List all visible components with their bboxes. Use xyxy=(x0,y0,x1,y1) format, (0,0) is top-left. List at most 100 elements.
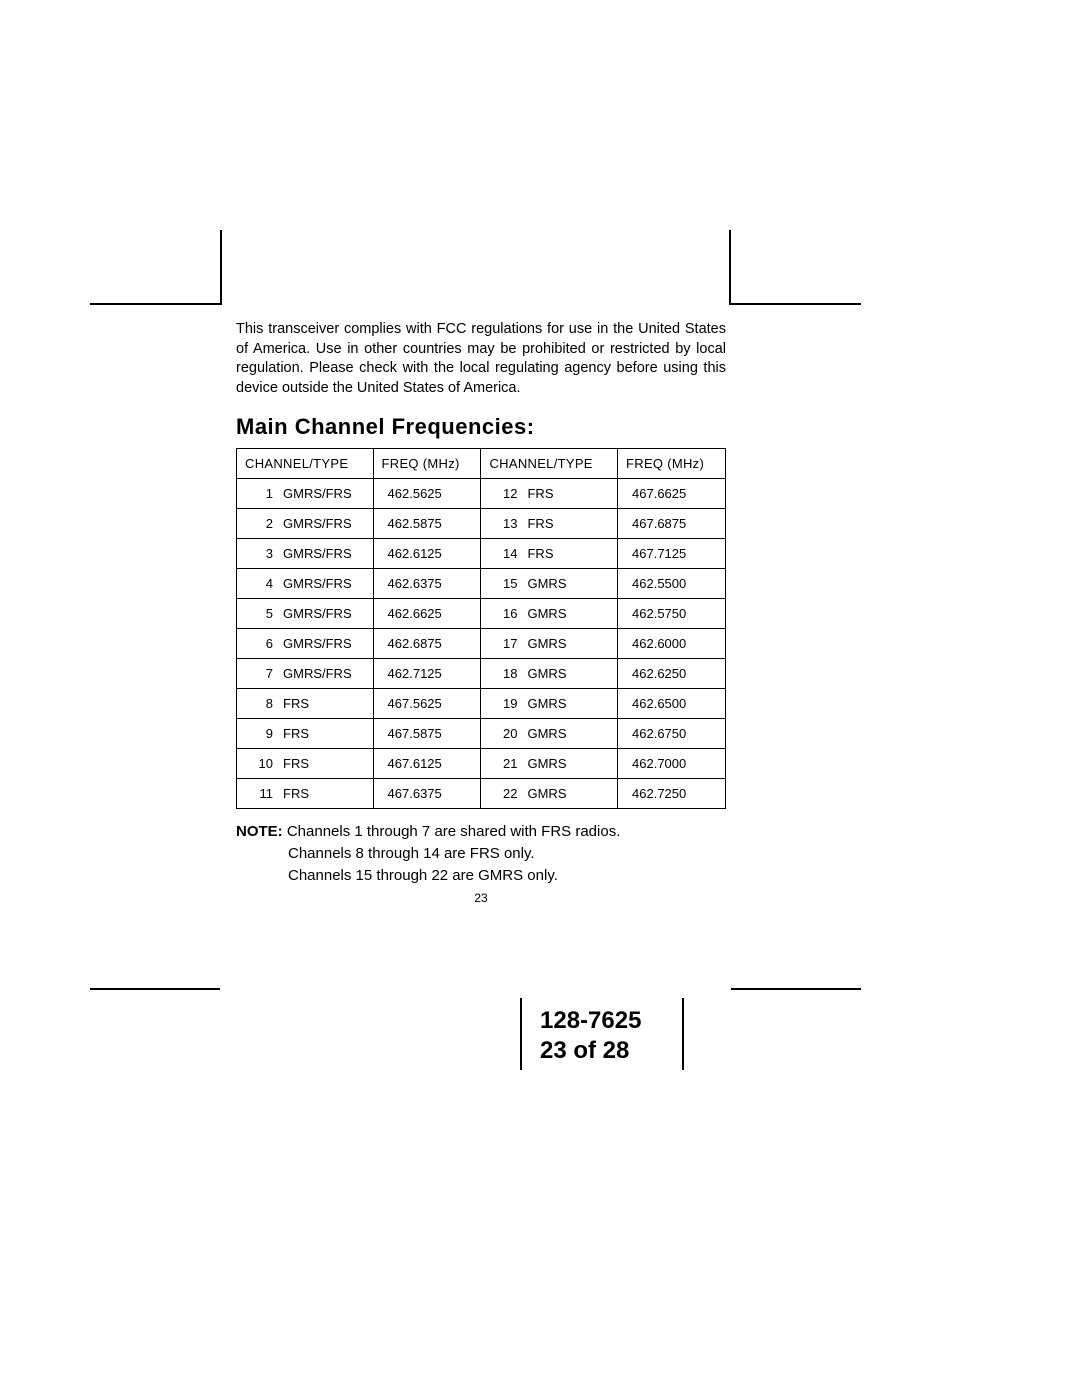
freq-cell: 462.5500 xyxy=(618,569,726,599)
table-row: 10FRS467.612521GMRS462.7000 xyxy=(237,749,726,779)
freq-cell: 462.7000 xyxy=(618,749,726,779)
channel-type-cell: 20GMRS xyxy=(481,719,618,749)
section-heading: Main Channel Frequencies: xyxy=(236,414,726,440)
channel-type: GMRS xyxy=(527,636,566,651)
channel-type-cell: 10 FRS xyxy=(237,749,374,779)
channel-type-cell: 17 GMRS xyxy=(481,629,618,659)
table-row: 4GMRS/FRS462.6375 15 GMRS 462.5500 xyxy=(237,569,726,599)
channel-number: 2 xyxy=(251,516,273,531)
freq-cell: 462.6625 xyxy=(373,599,481,629)
header-freq-2: FREQ (MHz) xyxy=(618,449,726,479)
table-row: 9 FRS 467.587520GMRS462.6750 xyxy=(237,719,726,749)
channel-number: 11 xyxy=(251,786,273,801)
table-row: 3 GMRS/FRS 462.612514FRS467.7125 xyxy=(237,539,726,569)
header-freq-1: FREQ (MHz) xyxy=(373,449,481,479)
table-row: 2 GMRS/FRS 462.587513FRS467.6875 xyxy=(237,509,726,539)
channel-number: 15 xyxy=(495,576,517,591)
freq-cell: 467.6875 xyxy=(618,509,726,539)
crop-mark xyxy=(731,988,861,990)
channel-type: FRS xyxy=(527,516,553,531)
channel-type-cell: 16GMRS xyxy=(481,599,618,629)
channel-type: GMRS xyxy=(527,786,566,801)
channel-number: 8 xyxy=(251,696,273,711)
freq-cell: 462.6125 xyxy=(373,539,481,569)
table-row: 8FRS467.562519GMRS462.6500 xyxy=(237,689,726,719)
table-row: 1GMRS/FRS462.562512FRS467.6625 xyxy=(237,479,726,509)
channel-type: FRS xyxy=(283,696,309,711)
channel-type: GMRS/FRS xyxy=(283,606,352,621)
crop-mark xyxy=(731,303,861,305)
freq-cell: 462.6375 xyxy=(373,569,481,599)
channel-type: GMRS/FRS xyxy=(283,546,352,561)
intro-paragraph: This transceiver complies with FCC regul… xyxy=(236,320,726,398)
channel-type-cell: 8 FRS xyxy=(237,689,374,719)
channel-type: GMRS xyxy=(527,756,566,771)
channel-type-cell: 12 FRS xyxy=(481,479,618,509)
channel-type-cell: 11 FRS xyxy=(237,779,374,809)
channel-type-cell: 13FRS xyxy=(481,509,618,539)
freq-cell: 462.6250 xyxy=(618,659,726,689)
crop-mark xyxy=(90,988,220,990)
crop-mark xyxy=(729,230,731,305)
channel-type-cell: 3 GMRS/FRS xyxy=(237,539,374,569)
note-block: NOTE: Channels 1 through 7 are shared wi… xyxy=(236,821,726,886)
freq-cell: 462.6750 xyxy=(618,719,726,749)
channel-type: FRS xyxy=(283,726,309,741)
note-line-3: Channels 15 through 22 are GMRS only. xyxy=(288,865,726,887)
crop-mark xyxy=(90,303,220,305)
channel-type: GMRS/FRS xyxy=(283,486,352,501)
channel-number: 22 xyxy=(495,786,517,801)
page-number-small: 23 xyxy=(236,891,726,905)
channel-type: GMRS/FRS xyxy=(283,636,352,651)
freq-cell: 462.6875 xyxy=(373,629,481,659)
channel-type: FRS xyxy=(527,546,553,561)
channel-type-cell: 2 GMRS/FRS xyxy=(237,509,374,539)
channel-type: FRS xyxy=(527,486,553,501)
frequency-table: CHANNEL/TYPE FREQ (MHz) CHANNEL/TYPE FRE… xyxy=(236,448,726,809)
freq-cell: 462.5750 xyxy=(618,599,726,629)
freq-cell: 467.6625 xyxy=(618,479,726,509)
freq-cell: 467.5875 xyxy=(373,719,481,749)
channel-number: 16 xyxy=(495,606,517,621)
channel-type: GMRS/FRS xyxy=(283,516,352,531)
freq-cell: 462.7250 xyxy=(618,779,726,809)
channel-type: GMRS xyxy=(527,666,566,681)
channel-type: GMRS xyxy=(527,576,566,591)
page-content: This transceiver complies with FCC regul… xyxy=(236,320,726,905)
channel-type-cell: 19GMRS xyxy=(481,689,618,719)
channel-type: FRS xyxy=(283,786,309,801)
freq-cell: 462.6000 xyxy=(618,629,726,659)
freq-cell: 467.5625 xyxy=(373,689,481,719)
channel-number: 19 xyxy=(495,696,517,711)
channel-type: FRS xyxy=(283,756,309,771)
channel-number: 12 xyxy=(495,486,517,501)
freq-cell: 462.5875 xyxy=(373,509,481,539)
channel-type-cell: 4GMRS/FRS xyxy=(237,569,374,599)
channel-number: 4 xyxy=(251,576,273,591)
channel-type: GMRS xyxy=(527,726,566,741)
channel-type-cell: 5 GMRS/FRS xyxy=(237,599,374,629)
channel-number: 3 xyxy=(251,546,273,561)
crop-mark xyxy=(220,230,222,305)
table-row: 6 GMRS/FRS 462.6875 17 GMRS 462.6000 xyxy=(237,629,726,659)
channel-number: 17 xyxy=(495,636,517,651)
footer-box-mark xyxy=(682,998,684,1070)
table-row: 5 GMRS/FRS 462.662516GMRS462.5750 xyxy=(237,599,726,629)
channel-type-cell: 14FRS xyxy=(481,539,618,569)
channel-type-cell: 7GMRS/FRS xyxy=(237,659,374,689)
channel-number: 6 xyxy=(251,636,273,651)
channel-number: 9 xyxy=(251,726,273,741)
freq-cell: 467.7125 xyxy=(618,539,726,569)
header-channel-type-2: CHANNEL/TYPE xyxy=(481,449,618,479)
channel-type-cell: 22 GMRS xyxy=(481,779,618,809)
channel-number: 21 xyxy=(495,756,517,771)
channel-number: 18 xyxy=(495,666,517,681)
freq-cell: 462.7125 xyxy=(373,659,481,689)
freq-cell: 462.5625 xyxy=(373,479,481,509)
header-channel-type-1: CHANNEL/TYPE xyxy=(237,449,374,479)
note-line-2: Channels 8 through 14 are FRS only. xyxy=(288,843,726,865)
channel-number: 5 xyxy=(251,606,273,621)
channel-number: 10 xyxy=(251,756,273,771)
doc-number: 128-7625 xyxy=(540,1006,641,1036)
channel-type-cell: 9 FRS xyxy=(237,719,374,749)
